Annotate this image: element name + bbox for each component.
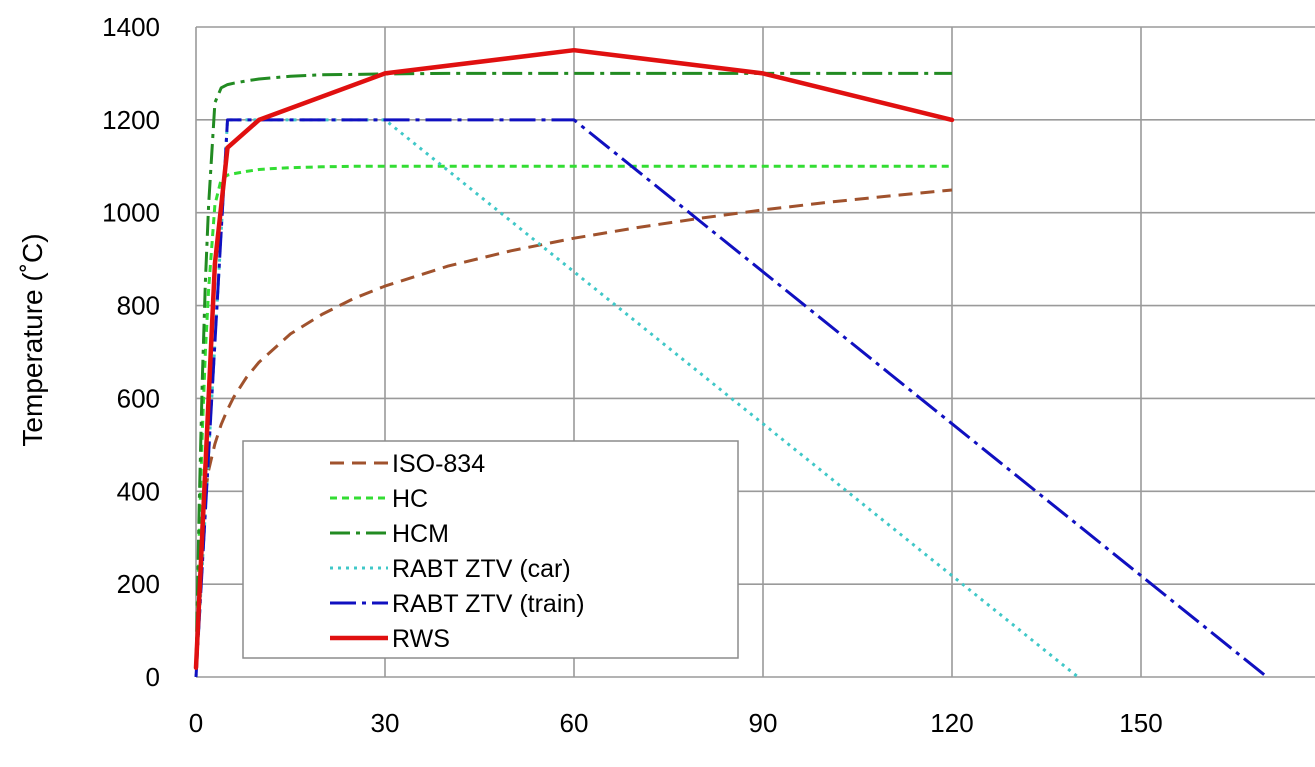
legend-label: HCM bbox=[392, 520, 449, 548]
legend-label: RWS bbox=[392, 625, 450, 653]
y-tick-label: 200 bbox=[117, 569, 160, 599]
y-tick-label: 0 bbox=[146, 662, 160, 692]
y-tick-label: 600 bbox=[117, 383, 160, 413]
y-tick-label: 800 bbox=[117, 291, 160, 321]
x-tick-label: 60 bbox=[560, 708, 589, 738]
legend: ISO-834 HC HCM RABT ZTV (car) RABT ZTV (trai… bbox=[242, 440, 739, 659]
series-line-rws bbox=[193, 47, 955, 670]
x-tick-label: 90 bbox=[749, 708, 778, 738]
y-tick-label: 1200 bbox=[102, 105, 160, 135]
y-tick-label: 1400 bbox=[102, 12, 160, 42]
y-tick-label: 400 bbox=[117, 476, 160, 506]
series-line-hcm bbox=[194, 71, 952, 668]
x-tick-label: 0 bbox=[189, 708, 203, 738]
y-axis-title: Temperature (˚C) bbox=[17, 233, 48, 446]
legend-label: RABT ZTV (train) bbox=[392, 590, 585, 618]
legend-label: HC bbox=[392, 485, 428, 513]
series-line-hc bbox=[194, 164, 952, 668]
legend-label: RABT ZTV (car) bbox=[392, 555, 571, 583]
legend-box bbox=[242, 440, 739, 659]
series-line-rabt-ztv-train bbox=[194, 118, 1268, 679]
y-tick-label: 1000 bbox=[102, 198, 160, 228]
x-axis-ticks: 03060901201501 bbox=[189, 708, 1163, 738]
series-line-iso-834 bbox=[194, 188, 953, 668]
legend-label: ISO-834 bbox=[392, 450, 485, 478]
x-tick-label: 150 bbox=[1119, 708, 1162, 738]
x-tick-label: 120 bbox=[930, 708, 973, 738]
series-line-rabt-ztv-car bbox=[194, 118, 1079, 679]
y-axis-ticks: 0 200 400 600 800 1000 1200 1400 bbox=[102, 12, 160, 692]
series-layer bbox=[193, 47, 1268, 679]
x-tick-label: 30 bbox=[371, 708, 400, 738]
